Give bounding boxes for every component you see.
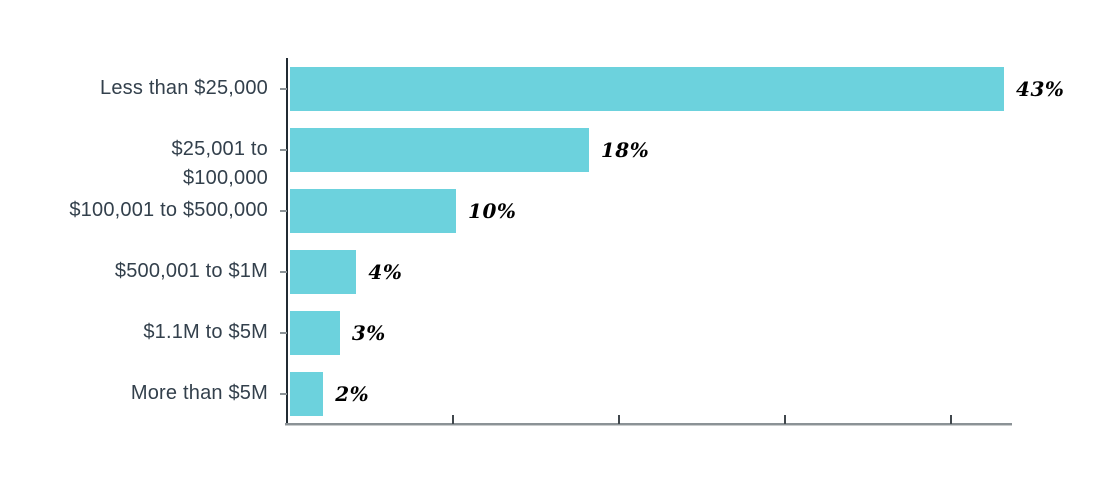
value-label: 10% bbox=[468, 198, 517, 223]
y-axis-tick bbox=[280, 392, 287, 395]
value-label: 18% bbox=[600, 137, 650, 162]
value-label: 43% bbox=[1016, 76, 1065, 101]
plot-area bbox=[287, 58, 1011, 424]
x-axis-line bbox=[285, 423, 1012, 425]
y-axis-tick bbox=[280, 331, 287, 334]
x-axis-tick bbox=[784, 415, 787, 424]
x-axis-tick bbox=[452, 415, 455, 424]
y-axis-tick bbox=[280, 87, 287, 90]
category-label: More than $5M bbox=[130, 382, 268, 404]
bar bbox=[290, 249, 357, 294]
bar bbox=[290, 371, 324, 416]
x-axis-line-shadow bbox=[285, 425, 1012, 426]
x-axis-tick bbox=[618, 415, 621, 424]
value-label: 4% bbox=[368, 259, 403, 284]
category-label: $25,001 to $100,000 bbox=[171, 138, 268, 189]
bar bbox=[290, 188, 457, 233]
bar bbox=[290, 127, 589, 172]
value-label: 3% bbox=[351, 320, 386, 345]
bar bbox=[290, 66, 1005, 111]
y-axis-tick bbox=[280, 209, 287, 212]
bar bbox=[290, 310, 340, 355]
category-label: Less than $25,000 bbox=[100, 77, 268, 99]
y-axis-tick bbox=[280, 148, 287, 151]
y-axis-tick bbox=[280, 270, 287, 273]
category-label: $500,001 to $1M bbox=[114, 260, 268, 282]
y-axis-line bbox=[286, 58, 288, 425]
category-label: $100,001 to $500,000 bbox=[69, 199, 268, 221]
x-axis-tick bbox=[950, 415, 953, 424]
category-label: $1.1M to $5M bbox=[143, 321, 268, 343]
value-label: 2% bbox=[335, 381, 370, 406]
